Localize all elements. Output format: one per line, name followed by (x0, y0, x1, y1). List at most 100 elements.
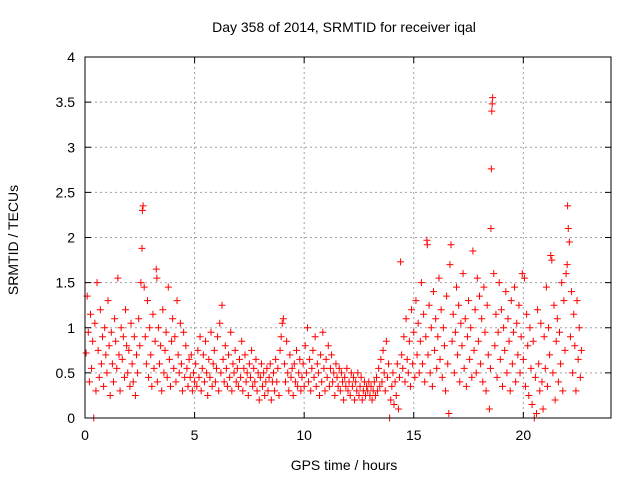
data-point (469, 247, 477, 255)
data-point (549, 369, 557, 377)
data-point (206, 373, 214, 381)
data-point (115, 351, 123, 359)
data-point (419, 360, 427, 368)
chart-title: Day 358 of 2014, SRMTID for receiver iqa… (212, 19, 476, 35)
data-point (481, 328, 489, 336)
data-point (129, 378, 137, 386)
data-point (507, 297, 515, 305)
data-point (496, 355, 504, 363)
data-point (153, 378, 161, 386)
data-point (379, 346, 387, 354)
data-point (458, 342, 466, 350)
data-point (472, 369, 480, 377)
data-point (145, 373, 153, 381)
data-point (520, 274, 528, 282)
data-point (540, 333, 548, 341)
data-point (227, 328, 235, 336)
data-point (192, 360, 200, 368)
data-point (210, 346, 218, 354)
data-point (300, 382, 308, 390)
data-point (231, 346, 239, 354)
data-point (422, 333, 430, 341)
data-point (221, 342, 229, 350)
data-point (484, 351, 492, 359)
data-point (504, 315, 512, 323)
data-point (358, 396, 366, 404)
data-point (370, 378, 378, 386)
data-point (113, 364, 121, 372)
data-point (108, 360, 116, 368)
data-point (342, 382, 350, 390)
data-point (497, 306, 505, 314)
data-point (573, 297, 581, 305)
data-point (474, 337, 482, 345)
data-point (408, 306, 416, 314)
data-point (262, 378, 270, 386)
data-point (487, 165, 495, 173)
data-point (574, 355, 582, 363)
data-point (542, 283, 550, 291)
data-point (320, 364, 328, 372)
data-point (323, 373, 331, 381)
data-point (387, 396, 395, 404)
data-point (157, 342, 165, 350)
data-point (322, 355, 330, 363)
data-point (367, 382, 375, 390)
data-point (576, 373, 584, 381)
data-point (265, 373, 273, 381)
x-tick-label: 5 (191, 427, 199, 443)
data-point (302, 369, 310, 377)
data-point (94, 346, 102, 354)
data-point (156, 360, 164, 368)
data-point (483, 301, 491, 309)
data-point (266, 360, 274, 368)
data-point (485, 405, 493, 413)
data-point (534, 306, 542, 314)
data-point (575, 324, 583, 332)
data-point (307, 387, 315, 395)
data-point (136, 342, 144, 350)
data-point (460, 364, 468, 372)
data-point (123, 342, 131, 350)
data-point (398, 351, 406, 359)
data-point (217, 369, 225, 377)
data-point (242, 378, 250, 386)
data-point (89, 337, 97, 345)
data-point (118, 355, 126, 363)
data-point (88, 364, 96, 372)
data-point (134, 369, 142, 377)
data-point (130, 333, 138, 341)
data-point (402, 315, 410, 323)
data-point (405, 337, 413, 345)
data-point (467, 324, 475, 332)
data-point (287, 373, 295, 381)
data-point (241, 351, 249, 359)
data-point (125, 346, 133, 354)
x-tick-label: 10 (296, 427, 312, 443)
data-point (499, 382, 507, 390)
data-point (577, 346, 585, 354)
data-point (204, 391, 212, 399)
data-point (454, 351, 462, 359)
y-tick-label: 3.5 (56, 94, 76, 110)
data-point (214, 333, 222, 341)
data-point (163, 373, 171, 381)
data-point (180, 328, 188, 336)
data-point (250, 364, 258, 372)
data-point (283, 337, 291, 345)
data-point (528, 400, 536, 408)
data-point (486, 364, 494, 372)
data-point (541, 364, 549, 372)
data-point (399, 364, 407, 372)
data-point (107, 328, 115, 336)
data-point (403, 355, 411, 363)
data-point (146, 324, 154, 332)
data-point (383, 373, 391, 381)
data-point (243, 369, 251, 377)
data-point (479, 378, 487, 386)
data-point (101, 324, 109, 332)
data-point (84, 328, 92, 336)
data-point (95, 373, 103, 381)
data-point (188, 387, 196, 395)
